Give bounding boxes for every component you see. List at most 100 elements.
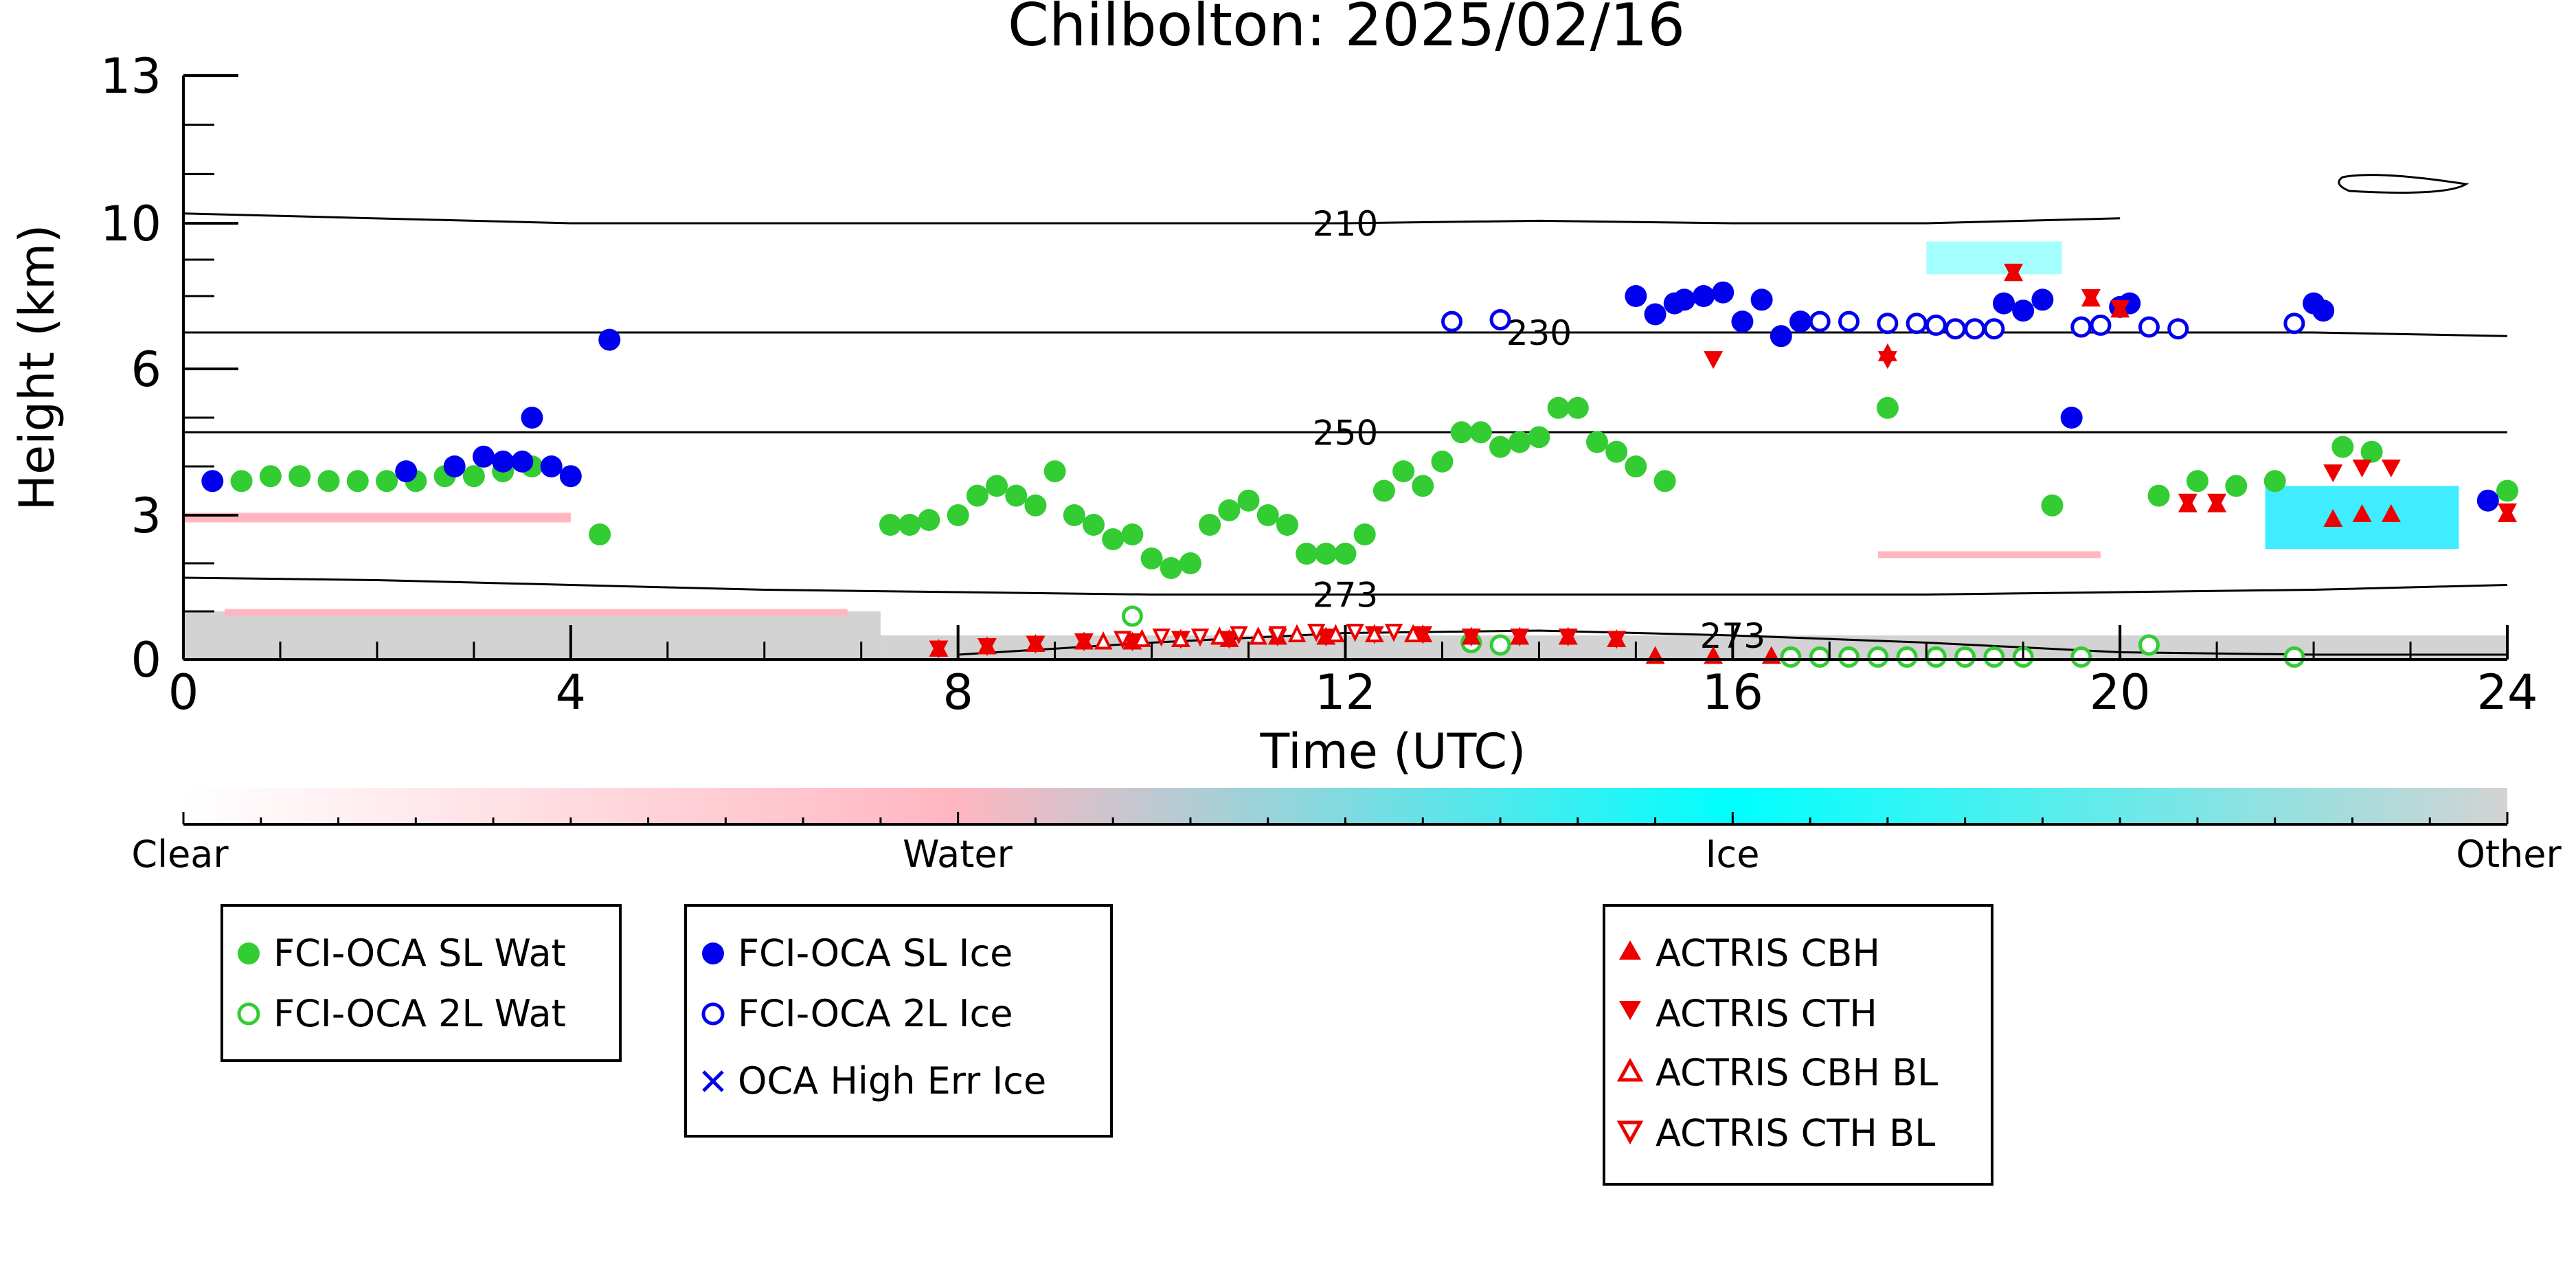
fci-oca-sl-wat-point bbox=[1431, 450, 1454, 473]
fci-oca-sl-wat-point bbox=[1653, 470, 1676, 493]
fci-oca-sl-ice-point bbox=[1789, 310, 1812, 333]
fci-oca-sl-wat-point bbox=[986, 475, 1008, 497]
contour-label-250: 250 bbox=[1313, 413, 1378, 453]
fci-oca-sl-ice-point bbox=[1673, 289, 1695, 311]
fci-oca-sl-wat-point bbox=[1469, 421, 1492, 444]
actris-cbh-bl-point bbox=[1326, 624, 1345, 642]
fci-oca-2l-ice-point bbox=[1877, 313, 1899, 335]
fci-oca-sl-wat-point bbox=[2331, 436, 2354, 458]
fci-oca-sl-wat-point bbox=[376, 470, 398, 493]
actris-cth-bl-point bbox=[1190, 629, 1210, 647]
fci-oca-sl-wat-point bbox=[1199, 514, 1221, 536]
fci-oca-sl-ice-point bbox=[2312, 300, 2335, 322]
fci-oca-sl-wat-point bbox=[1605, 440, 1628, 463]
contour-line-210 bbox=[183, 212, 2121, 225]
actris-cbh-bl-point bbox=[1403, 624, 1423, 642]
actris-cth-bl-point bbox=[1384, 624, 1403, 642]
actris-cth-bl-point bbox=[1307, 624, 1326, 642]
fci-oca-2l-wat-point bbox=[1780, 646, 1802, 668]
actris-cth-point bbox=[977, 638, 997, 656]
actris-cth-point bbox=[1316, 629, 1336, 646]
fci-oca-sl-ice-point bbox=[1731, 310, 1754, 333]
fci-oca-sl-ice-point bbox=[521, 407, 543, 429]
plot-axes: 0 4 8 12 16 20 24 0 3 6 10 13 bbox=[100, 48, 2538, 721]
actris-cth-point bbox=[1510, 629, 1530, 646]
actris-cth-bl-point bbox=[1268, 626, 1287, 644]
legend-marker-cbh-bl bbox=[1616, 1057, 1644, 1082]
legend-label-sl-ice: FCI-OCA SL Ice bbox=[738, 931, 1013, 975]
actris-cth-point bbox=[1413, 626, 1433, 644]
fci-oca-2l-ice-point bbox=[2138, 316, 2160, 338]
fci-oca-sl-wat-point bbox=[259, 465, 282, 488]
fci-oca-sl-wat-point bbox=[1005, 484, 1028, 507]
legend-marker-sl-wat bbox=[238, 942, 260, 964]
actris-cbh-bl-point bbox=[1171, 629, 1190, 647]
actris-cth-point bbox=[2381, 460, 2401, 477]
fci-oca-sl-ice-point bbox=[511, 450, 534, 473]
fci-oca-sl-ice-point bbox=[540, 455, 563, 477]
fci-oca-sl-wat-point bbox=[1334, 543, 1357, 565]
fci-oca-sl-wat-point bbox=[1585, 431, 1608, 453]
fci-oca-sl-wat-point bbox=[879, 514, 901, 536]
fci-oca-sl-ice-point bbox=[1993, 292, 2015, 315]
actris-cbh-bl-point bbox=[1365, 624, 1384, 642]
actris-cth-bl-point bbox=[1346, 624, 1364, 642]
legend-label-cth: ACTRIS CTH bbox=[1656, 992, 1877, 1035]
legend-marker-2l-ice bbox=[701, 1002, 725, 1026]
fci-oca-sl-ice-point bbox=[443, 455, 466, 477]
fci-oca-sl-wat-point bbox=[1121, 523, 1144, 545]
fci-oca-2l-wat-point bbox=[1809, 646, 1831, 668]
fci-oca-sl-ice-point bbox=[1625, 285, 1647, 307]
fci-oca-sl-ice-point bbox=[201, 470, 224, 493]
fci-oca-sl-ice-point bbox=[1644, 303, 1667, 326]
actris-cth-point bbox=[1461, 629, 1481, 646]
legend-label-cbh: ACTRIS CBH bbox=[1656, 931, 1880, 975]
fci-oca-sl-wat-point bbox=[289, 465, 311, 488]
actris-cbh-bl-point bbox=[1249, 626, 1267, 645]
actris-cth-bl-point bbox=[1152, 629, 1171, 647]
fci-oca-sl-wat-point bbox=[2041, 494, 2064, 517]
legend-marker-cth-bl bbox=[1616, 1120, 1644, 1145]
fci-oca-sl-wat-point bbox=[230, 470, 253, 493]
fci-oca-sl-wat-point bbox=[947, 504, 969, 526]
fci-oca-sl-wat-point bbox=[2186, 470, 2208, 493]
fci-oca-sl-wat-point bbox=[2496, 479, 2518, 502]
fci-oca-sl-ice-point bbox=[1693, 285, 1715, 307]
actris-cbh-bl-point bbox=[1287, 624, 1307, 642]
fci-oca-2l-ice-point bbox=[2090, 314, 2112, 336]
fci-oca-2l-ice-point bbox=[1945, 318, 1967, 340]
water-layer bbox=[225, 609, 848, 616]
legend-marker-cth bbox=[1619, 1001, 1641, 1020]
fci-oca-sl-ice-point bbox=[2031, 289, 2054, 311]
fci-oca-sl-wat-point bbox=[1509, 431, 1531, 453]
x-tick-label: 20 bbox=[2090, 664, 2151, 721]
y-tick-label: 3 bbox=[131, 488, 161, 544]
fci-oca-2l-ice-point bbox=[1441, 310, 1463, 332]
legend-label-cth-bl: ACTRIS CTH BL bbox=[1656, 1111, 1935, 1155]
fci-oca-2l-ice-point bbox=[1964, 318, 1986, 340]
colorbar-label-clear: Clear bbox=[131, 833, 229, 876]
fci-oca-sl-wat-point bbox=[1140, 547, 1163, 569]
legend-label-2l-ice: FCI-OCA 2L Ice bbox=[738, 992, 1013, 1035]
fci-oca-2l-ice-point bbox=[2283, 313, 2305, 335]
x-tick-label: 24 bbox=[2476, 664, 2538, 721]
fci-oca-2l-wat-point bbox=[2283, 646, 2305, 668]
actris-cth-point bbox=[2323, 464, 2343, 483]
x-tick-label: 8 bbox=[942, 664, 973, 721]
fci-oca-sl-wat-point bbox=[1315, 543, 1337, 565]
fci-oca-sl-wat-point bbox=[1566, 396, 1589, 419]
fci-oca-sl-wat-point bbox=[1412, 475, 1434, 497]
legend-label-cbh-bl: ACTRIS CBH BL bbox=[1656, 1051, 1938, 1094]
fci-oca-sl-wat-point bbox=[966, 484, 988, 507]
fci-oca-sl-wat-point bbox=[1024, 494, 1047, 517]
y-axis-label: Height (km) bbox=[9, 225, 65, 511]
fci-oca-sl-wat-point bbox=[1043, 460, 1066, 483]
fci-oca-sl-wat-point bbox=[1392, 460, 1415, 483]
fci-oca-sl-wat-point bbox=[1102, 528, 1125, 550]
fci-oca-2l-wat-point bbox=[1867, 646, 1889, 668]
fci-oca-sl-wat-point bbox=[2147, 484, 2170, 507]
fci-oca-sl-wat-point bbox=[918, 509, 940, 531]
fci-oca-sl-ice-point bbox=[2476, 489, 2499, 512]
actris-cth-point bbox=[1877, 351, 1897, 370]
legend-label-2l-wat: FCI-OCA 2L Wat bbox=[273, 992, 566, 1035]
